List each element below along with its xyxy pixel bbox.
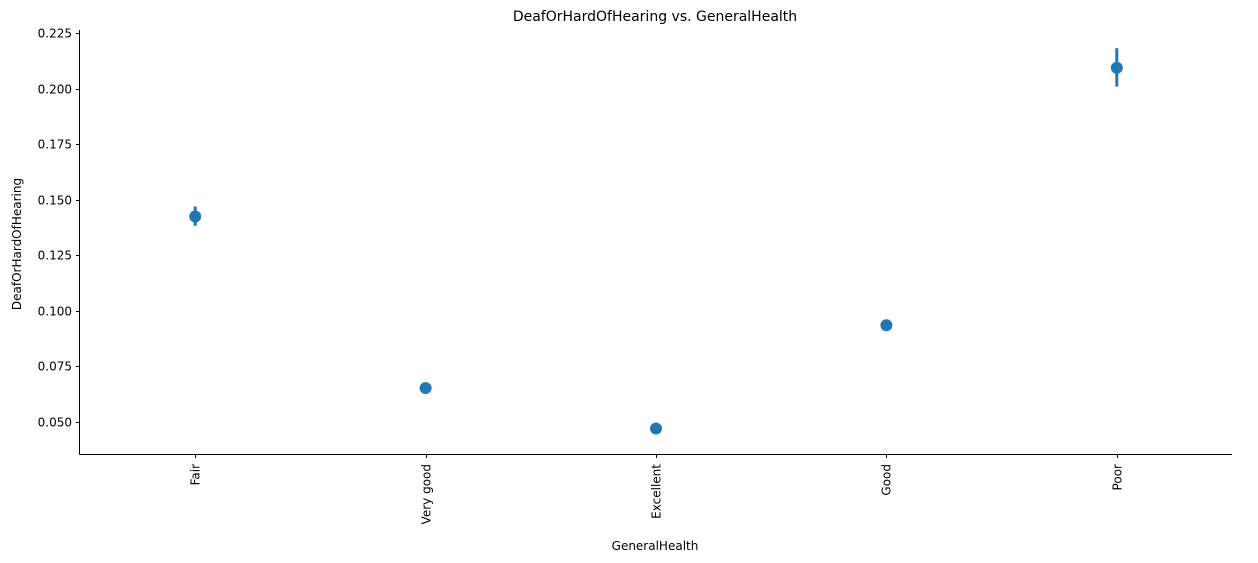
- y-tick-label: 0.225: [38, 27, 72, 41]
- chart-title: DeafOrHardOfHearing vs. GeneralHealth: [513, 9, 797, 25]
- x-tick-label: Very good: [420, 464, 434, 524]
- x-tick-label: Fair: [189, 464, 203, 485]
- y-axis-label: DeafOrHardOfHearing: [10, 178, 24, 310]
- y-tick-label: 0.050: [38, 416, 72, 430]
- data-point: [880, 319, 893, 332]
- data-point: [419, 382, 432, 395]
- x-tick-label: Excellent: [650, 464, 664, 519]
- data-point: [189, 210, 202, 223]
- y-tick-label: 0.100: [38, 305, 72, 319]
- x-tick-label: Poor: [1111, 464, 1125, 490]
- y-tick-label: 0.175: [38, 138, 72, 152]
- y-axis-ticks: 0.050 0.075 0.100 0.125 0.150 0.175 0.200 0.225: [38, 27, 80, 430]
- x-tick-label: Good: [880, 464, 894, 496]
- y-tick-label: 0.075: [38, 360, 72, 374]
- x-axis-label: GeneralHealth: [612, 539, 699, 553]
- data-point: [650, 422, 662, 435]
- x-axis-ticks: Fair Very good Excellent Good Poor: [189, 454, 1125, 524]
- y-tick-label: 0.125: [38, 249, 72, 263]
- data-point: [1110, 61, 1123, 74]
- data-marks: [189, 48, 1123, 435]
- y-tick-label: 0.150: [38, 194, 72, 208]
- y-tick-label: 0.200: [38, 83, 72, 97]
